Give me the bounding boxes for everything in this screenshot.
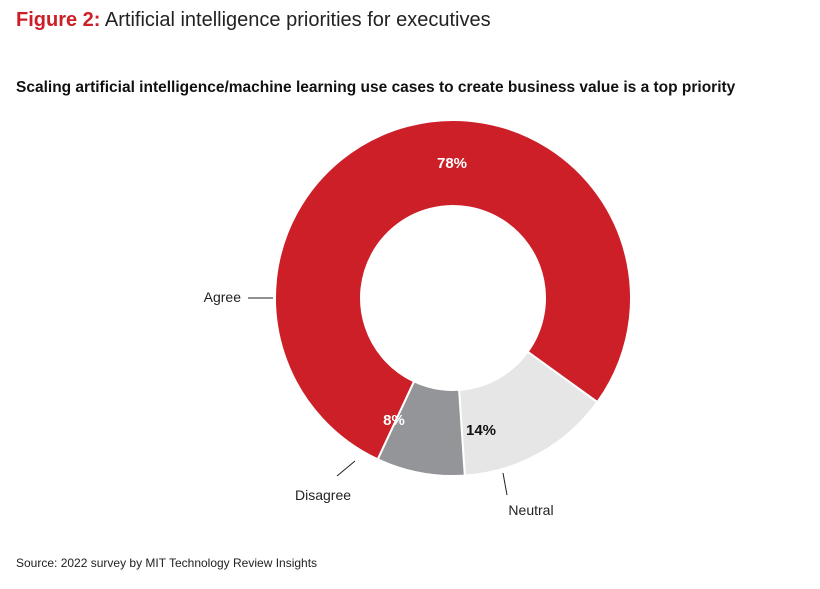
leader-line-neutral — [502, 472, 508, 496]
figure-title: Figure 2: Artificial intelligence priori… — [16, 9, 491, 32]
chart-subtitle: Scaling artificial intelligence/machine … — [16, 79, 736, 96]
value-label-neutral: 14% — [466, 422, 496, 439]
figure-title-text: Artificial intelligence priorities for e… — [104, 9, 491, 31]
value-label-disagree: 8% — [383, 412, 405, 429]
source-note: Source: 2022 survey by MIT Technology Re… — [16, 556, 318, 570]
category-label-disagree: Disagree — [295, 487, 351, 503]
leader-line-disagree — [336, 460, 356, 477]
category-label-agree: Agree — [204, 289, 242, 305]
donut-chart: 78% Agree 14% Neutral 8% Disagree — [204, 119, 632, 518]
slice-disagree — [376, 380, 466, 477]
slice-agree — [274, 119, 632, 461]
figure-label: Figure 2: — [16, 9, 101, 31]
value-label-agree: 78% — [437, 155, 467, 172]
category-label-neutral: Neutral — [508, 502, 553, 518]
